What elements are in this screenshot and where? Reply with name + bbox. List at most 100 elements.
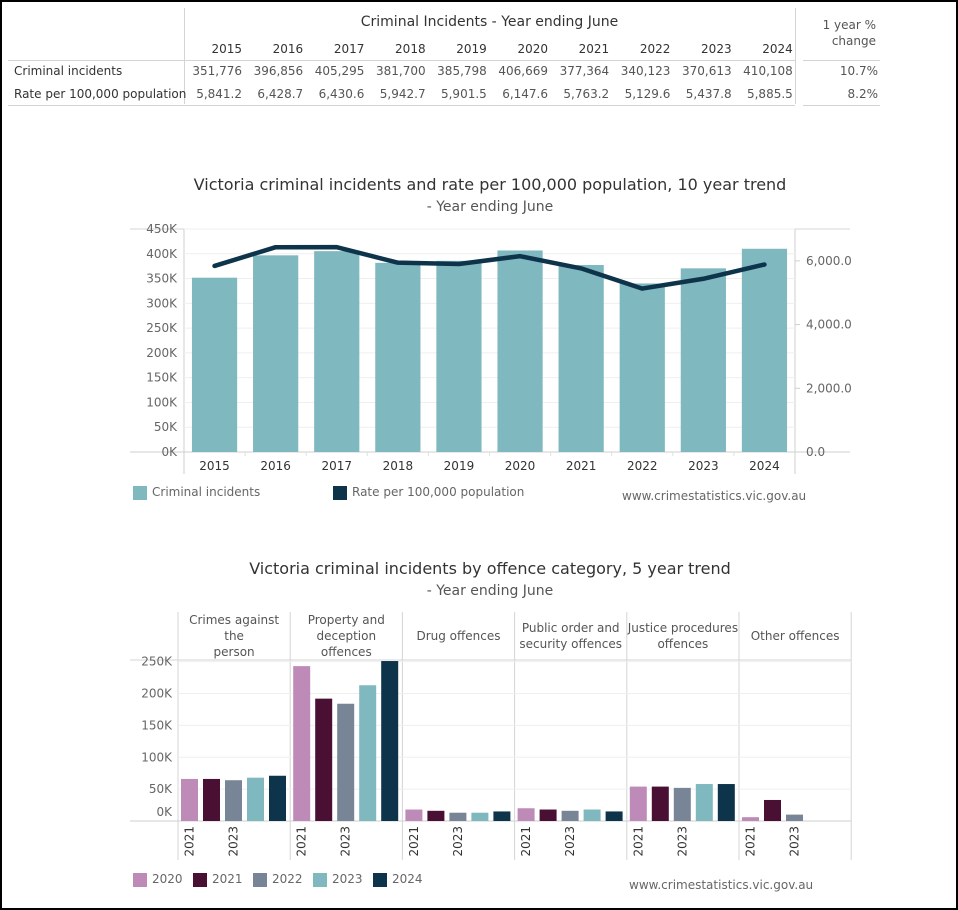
y-tick-label: 250K [141,655,173,669]
category-header-line: Justice procedures [627,621,739,635]
table-cell: 381,700 [375,64,426,78]
left-tick-label: 450K [146,222,178,236]
x-tick-label: 2021 [183,826,197,857]
x-tick-label: 2023 [227,826,241,857]
category-header-line: Property and [307,613,385,627]
bar-2021 [315,698,333,821]
chart1-source-link[interactable]: www.crimestatistics.vic.gov.au [622,489,807,503]
rate-line [212,244,767,291]
category-header: Drug offences [402,612,514,660]
bar-criminal-incidents [314,251,360,452]
legend-label: 2021 [212,872,243,886]
bar-2020 [405,809,423,821]
legend-swatch-incidents [133,486,147,500]
year-header: 2021 [578,42,610,56]
bar-2021 [203,778,220,821]
category-header: Public order and security offences [515,612,627,660]
year-header: 2019 [456,42,487,56]
bar-2022 [225,780,242,821]
x-tick-label: 2021 [566,459,597,473]
bar-criminal-incidents [741,248,788,452]
category-header: Property and deception offences [290,612,402,660]
left-tick-label: 50K [154,420,178,434]
legend-label: 2023 [332,872,363,886]
right-tick-label: 6,000.0 [806,254,852,268]
table-cell: 351,776 [192,64,242,78]
table-cell: 5,885.5 [746,87,793,101]
table-cell: 5,942.7 [379,87,426,101]
category-header-line: offences [657,637,709,651]
x-tick-label: 2023 [788,826,802,857]
bar-2021 [764,799,781,821]
y-tick-label: 100K [141,750,173,764]
chart1-title: Victoria criminal incidents and rate per… [193,175,787,194]
category-header-text: Public order and security offences [519,620,622,652]
chart2-source-link[interactable]: www.crimestatistics.vic.gov.au [629,878,814,892]
change-header-line2: change [831,34,876,48]
bar-2022 [561,810,579,821]
legend-swatch-2022 [253,873,267,887]
table-cell: 410,108 [743,64,793,78]
table-rule [803,105,880,106]
table-cell: 405,295 [314,64,365,78]
bar-2021 [539,809,557,821]
bar-criminal-incidents [253,255,299,452]
x-tick-label: 2018 [383,459,414,473]
right-tick-label: 4,000.0 [806,318,852,332]
table-cell: 5,129.6 [624,87,671,101]
bar-criminal-incidents [619,283,665,452]
bar-2020 [181,778,198,821]
left-tick-label: 0K [161,445,178,459]
bar-2022 [449,812,467,821]
bar-2022 [337,703,355,821]
x-tick-label: 2016 [260,459,291,473]
table-cell: 5,763.2 [563,87,610,101]
bar-criminal-incidents [558,264,604,452]
category-header-line: Other offences [750,629,840,643]
x-tick-label: 2021 [295,826,309,857]
bar-2023 [471,812,489,821]
legend-label-incidents: Criminal incidents [152,485,261,499]
category-header: Justice procedures offences [627,612,739,660]
table-cell: 396,856 [253,64,304,78]
x-tick-label: 2021 [744,826,758,857]
legend-label: 2022 [272,872,303,886]
bar-2020 [742,817,759,821]
year-header: 2017 [333,42,365,56]
right-tick-label: 0.0 [806,445,825,459]
table-divider [184,8,185,104]
change-rate: 8.2% [847,87,879,101]
x-tick-label: 2020 [505,459,536,473]
bar-2020 [293,666,311,821]
legend-swatch-2020 [133,873,147,887]
table-cell: 5,437.8 [685,87,732,101]
bar-criminal-incidents [497,250,543,452]
table-cell: 385,798 [437,64,487,78]
category-header-text: Justice procedures offences [628,620,738,652]
change-header: 1 year % change [800,17,876,49]
bar-criminal-incidents [680,268,726,452]
legend-label-rate: Rate per 100,000 population [352,485,525,499]
legend-swatch-2021 [193,873,207,887]
category-header-line: Public order and [521,621,620,635]
year-header: 2016 [272,42,304,56]
x-tick-label: 2023 [451,826,465,857]
x-tick-label: 2017 [321,459,352,473]
change-incidents: 10.7% [839,64,878,78]
year-header: 2022 [639,42,671,56]
chart1-subtitle: - Year ending June [426,199,554,215]
legend-label: 2020 [152,872,183,886]
table-title: Criminal Incidents - Year ending June [360,14,619,30]
bar-2021 [427,810,445,821]
left-tick-label: 300K [146,296,178,310]
x-tick-label: 2021 [631,826,645,857]
category-header-text: Property and deception offences [290,612,402,660]
left-tick-label: 250K [146,321,178,335]
bar-2020 [517,808,535,821]
y-tick-label: 50K [149,782,173,796]
x-tick-label: 2023 [675,826,689,857]
table-rule [8,105,795,106]
table-rule [803,60,880,61]
